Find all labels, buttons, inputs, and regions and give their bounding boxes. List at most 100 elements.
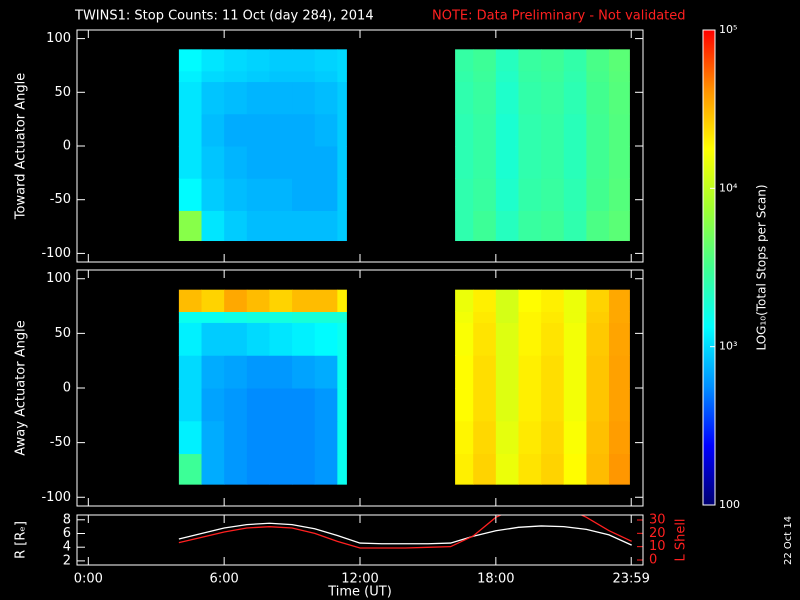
heat-cell [337, 388, 347, 422]
heat-cell [269, 388, 293, 422]
heat-cell [563, 70, 587, 83]
heat-cell [314, 388, 338, 422]
heat-cell [495, 81, 519, 115]
heat-cell [495, 311, 519, 323]
heat-cell [178, 420, 203, 455]
heat-cell [455, 146, 474, 179]
y-tick-label: 50 [54, 326, 71, 341]
heat-cell [495, 355, 519, 389]
heat-cell [246, 311, 270, 323]
colorbar-title: LOG₁₀(Total Stops per Scan) [755, 184, 769, 350]
colorbar-tick-label: 10³ [719, 340, 737, 353]
heat-cell [609, 210, 630, 242]
note: NOTE: Data Preliminary - Not validated [432, 9, 686, 24]
x-tick-label: 18:00 [477, 572, 514, 587]
heat-cell [246, 178, 270, 211]
heat-cell [246, 453, 270, 485]
heat-cell [201, 113, 225, 147]
heat-cell [473, 420, 497, 455]
heat-cell [586, 289, 610, 313]
heat-cell [314, 322, 338, 356]
colorbar [702, 29, 716, 506]
heat-cell [518, 70, 542, 83]
y2-tick-label: 0 [649, 553, 657, 568]
heat-cell [337, 420, 347, 455]
heat-cell [609, 453, 630, 485]
heat-cell [269, 70, 293, 83]
heat-cell [518, 146, 542, 179]
heat-cell [473, 453, 497, 485]
heat-cell [246, 322, 270, 356]
y-tick-label: -100 [41, 246, 71, 261]
heat-cell [314, 420, 338, 455]
heat-cell [473, 70, 497, 83]
heat-cell [224, 388, 248, 422]
heat-cell [201, 70, 225, 83]
heat-cell [518, 49, 542, 72]
heat-cell [269, 210, 293, 242]
heat-cell [455, 210, 474, 242]
heat-cell [224, 49, 248, 72]
heat-cell [178, 70, 203, 83]
heat-cell [609, 311, 630, 323]
heat-cell [292, 420, 316, 455]
heat-cell [563, 355, 587, 389]
heat-cell [246, 289, 270, 313]
heat-cell [495, 113, 519, 147]
heat-cell [337, 178, 347, 211]
heat-cell [246, 81, 270, 115]
x-axis-title: Time (UT) [327, 585, 392, 600]
heat-cell [541, 453, 565, 485]
series-line [178, 522, 632, 546]
heat-cell [314, 311, 338, 323]
heat-cell [224, 210, 248, 242]
heat-cell [178, 210, 203, 242]
heat-cell [314, 355, 338, 389]
heat-cell [224, 322, 248, 356]
heat-cell [495, 178, 519, 211]
heat-cell [541, 289, 565, 313]
heat-cell [455, 49, 474, 72]
y-tick-label: 2 [63, 553, 71, 568]
heat-cell [224, 81, 248, 115]
heat-cell [178, 453, 203, 485]
heat-cell [586, 178, 610, 211]
x-tick-label: 23:59 [612, 572, 649, 587]
heat-cell [455, 388, 474, 422]
heat-cell [495, 49, 519, 72]
heat-cell [563, 113, 587, 147]
heat-cell [541, 420, 565, 455]
heat-cell [455, 355, 474, 389]
heat-cell [337, 146, 347, 179]
chart-title: TWINS1: Stop Counts: 11 Oct (day 284), 2… [74, 9, 374, 24]
heat-cell [455, 420, 474, 455]
heat-cell [518, 420, 542, 455]
heat-cell [563, 388, 587, 422]
heat-cell [292, 388, 316, 422]
heat-cell [586, 49, 610, 72]
heat-cell [609, 113, 630, 147]
heat-cell [473, 388, 497, 422]
y-axis-title: R [Rₑ] [14, 521, 29, 559]
heat-cell [178, 178, 203, 211]
heat-cell [201, 388, 225, 422]
heat-cell [337, 70, 347, 83]
heat-cell [473, 355, 497, 389]
series-line [178, 515, 632, 549]
colorbar-tick-label: 10⁴ [719, 181, 738, 194]
heat-cell [541, 355, 565, 389]
heat-cell [224, 70, 248, 83]
heat-cell [563, 81, 587, 115]
y-tick-label: 0 [63, 381, 71, 396]
y-axis-title: Toward Actuator Angle [14, 73, 29, 220]
heat-cell [473, 311, 497, 323]
heat-cell [292, 322, 316, 356]
heat-cell [541, 81, 565, 115]
y2-tick-label: 30 [649, 513, 666, 528]
heat-cell [201, 81, 225, 115]
y-axis-title: Away Actuator Angle [14, 320, 29, 455]
heat-cell [586, 113, 610, 147]
heat-cell [178, 49, 203, 72]
